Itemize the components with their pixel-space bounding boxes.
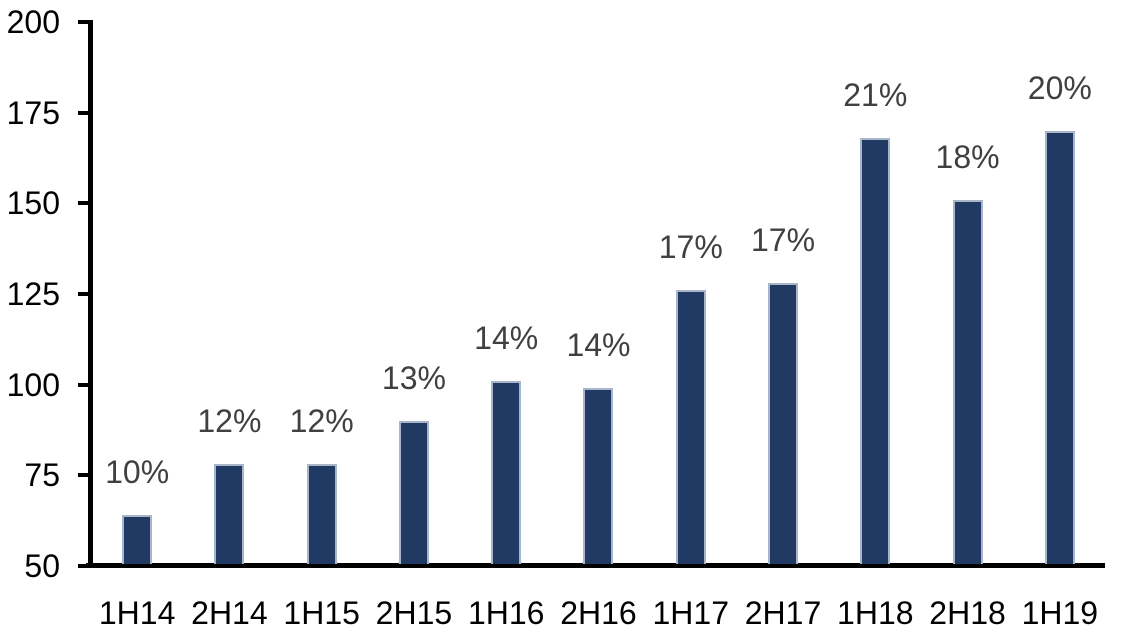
bar-1H16: [491, 381, 522, 564]
y-tick-label: 150: [6, 185, 60, 222]
y-tick-mark: [78, 201, 90, 206]
y-tick-label: 50: [24, 548, 60, 584]
x-tick-label-2H16: 2H16: [560, 595, 637, 631]
bar-2H17: [768, 283, 799, 564]
y-tick-label: 200: [6, 4, 60, 40]
data-label-1H17: 17%: [658, 229, 723, 266]
y-tick-mark: [78, 20, 90, 24]
y-tick-mark: [78, 473, 90, 478]
bar-2H14: [214, 464, 245, 564]
data-label-2H16: 14%: [566, 327, 631, 364]
y-tick-label: 175: [6, 94, 60, 131]
data-label-2H17: 17%: [750, 222, 816, 259]
bar-1H14: [122, 515, 153, 564]
y-axis-line: [88, 20, 93, 568]
y-tick-mark: [78, 564, 90, 568]
x-axis-line: [86, 563, 1105, 568]
data-label-1H15: 12%: [289, 403, 354, 440]
x-tick-label-1H18: 1H18: [837, 595, 914, 631]
bar-1H19: [1044, 130, 1075, 564]
y-tick-mark: [78, 382, 90, 387]
x-tick-label-1H15: 1H15: [283, 595, 360, 631]
x-tick-label-1H19: 1H19: [1021, 595, 1099, 631]
data-label-2H18: 18%: [935, 138, 1000, 175]
data-label-1H14: 10%: [105, 454, 170, 491]
bar-1H15: [306, 464, 337, 564]
bar-2H18: [952, 199, 983, 564]
y-tick-label: 125: [6, 276, 60, 312]
data-label-1H16: 14%: [474, 320, 539, 357]
data-label-2H15: 13%: [381, 359, 446, 396]
x-tick-label-2H17: 2H17: [744, 595, 822, 631]
x-tick-label-1H16: 1H16: [467, 595, 545, 631]
x-tick-label-2H14: 2H14: [191, 595, 268, 631]
bar-2H16: [583, 388, 614, 564]
x-tick-label-1H14: 1H14: [98, 595, 176, 631]
x-tick-label-1H17: 1H17: [652, 595, 729, 631]
x-tick-label-2H18: 2H18: [929, 595, 1006, 631]
bar-1H17: [675, 290, 706, 564]
bar-2H15: [398, 420, 429, 564]
x-tick-label-2H15: 2H15: [375, 595, 453, 631]
data-label-2H14: 12%: [197, 403, 262, 440]
y-tick-mark: [78, 292, 90, 296]
y-tick-mark: [78, 110, 90, 115]
data-label-1H19: 20%: [1027, 69, 1092, 106]
y-tick-label: 75: [24, 457, 60, 494]
data-label-1H18: 21%: [843, 77, 908, 114]
bar-1H18: [860, 138, 891, 564]
y-tick-label: 100: [6, 366, 60, 403]
